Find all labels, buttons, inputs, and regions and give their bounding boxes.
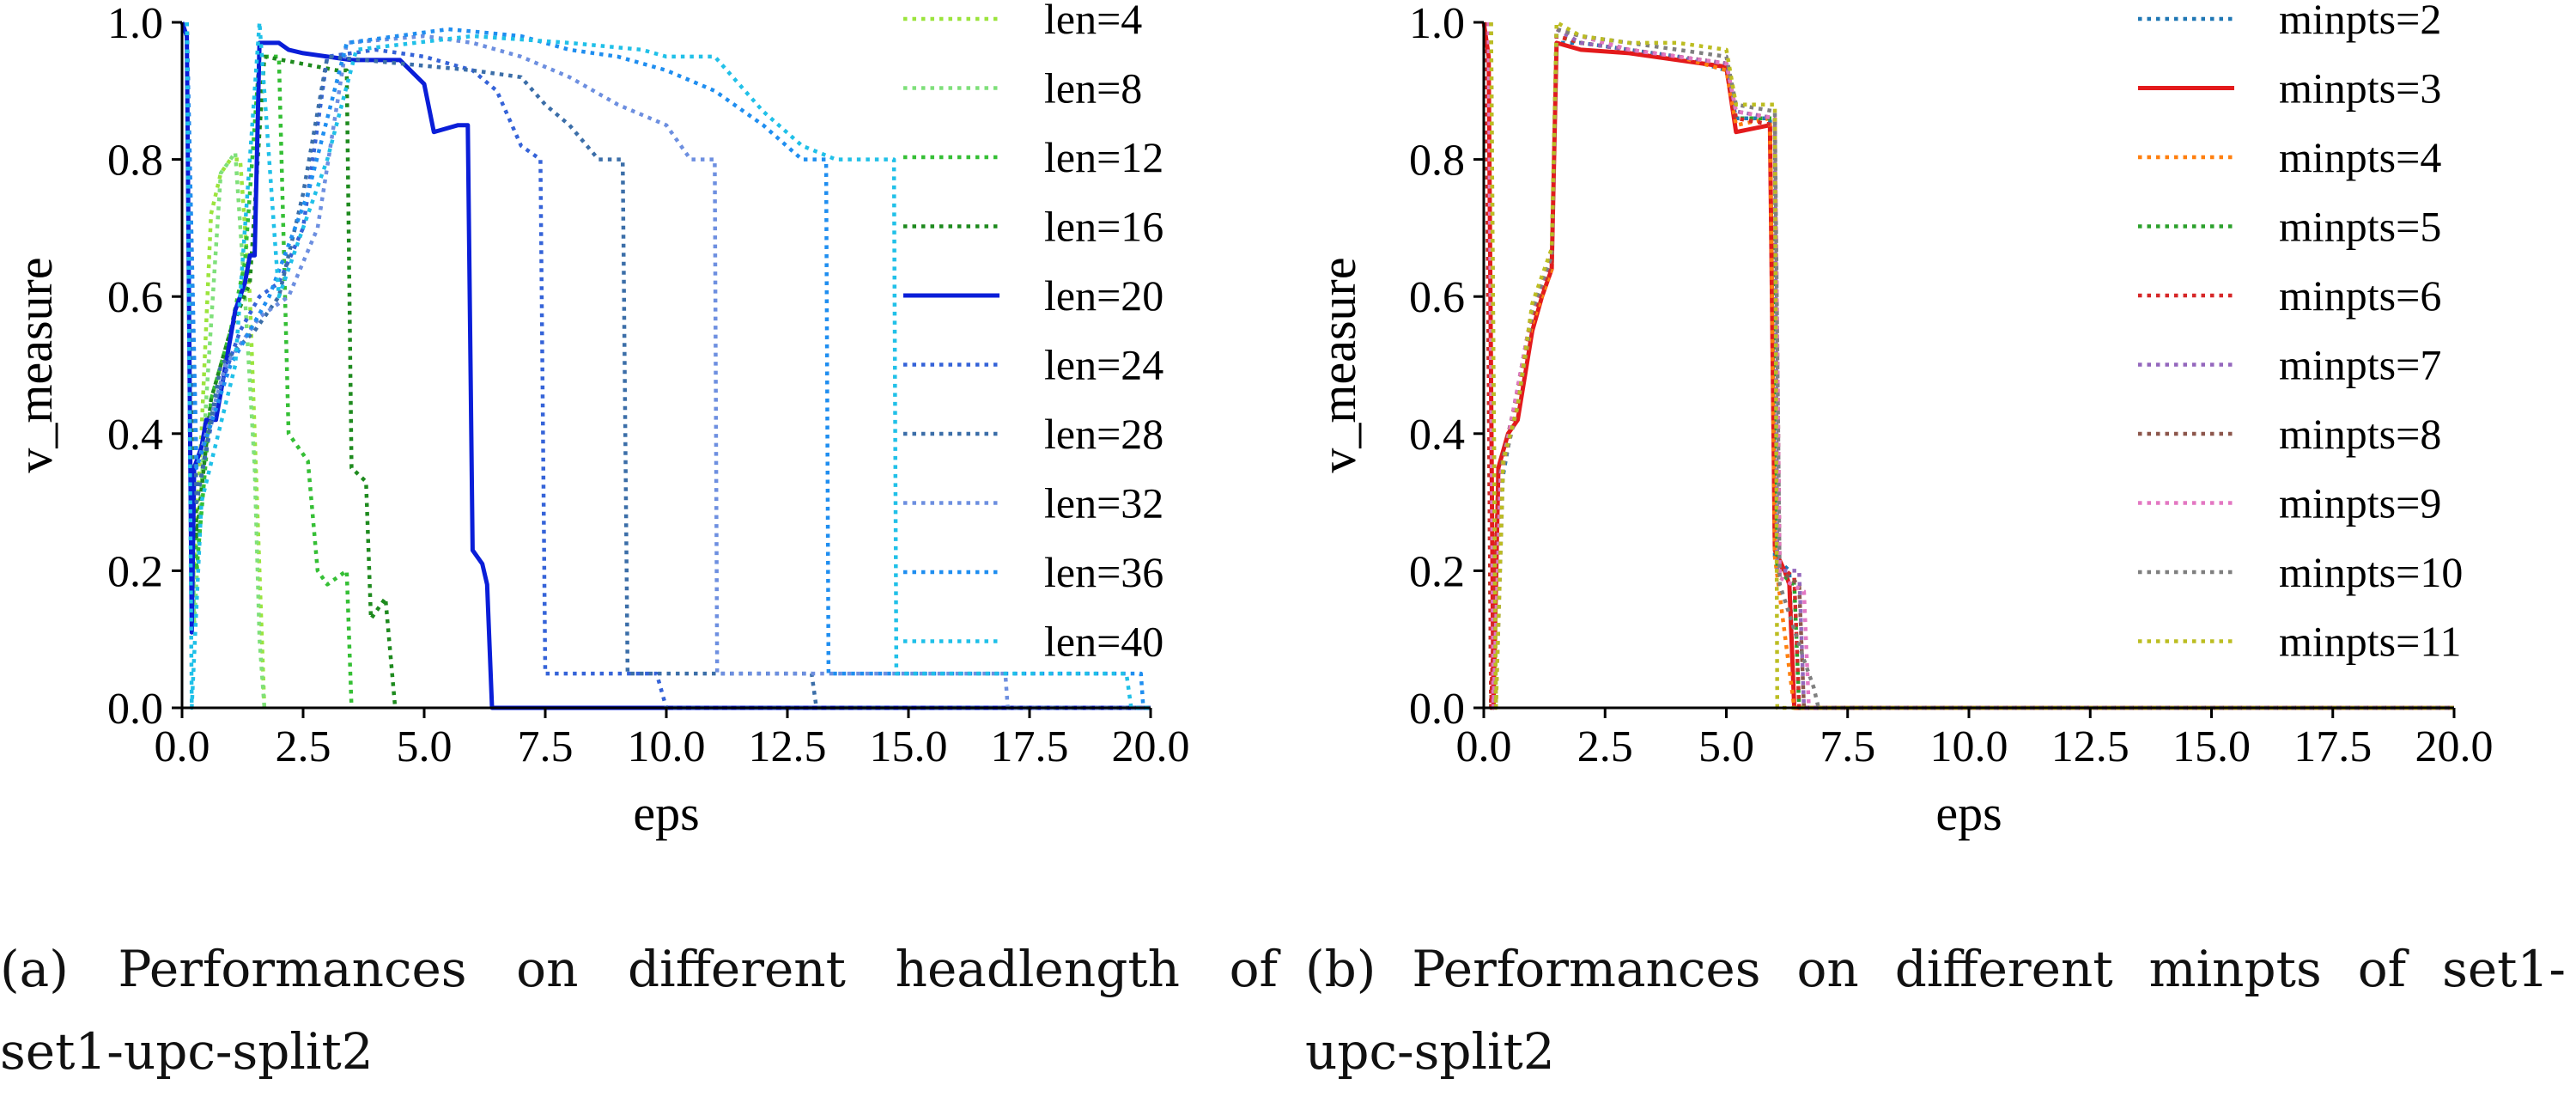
- series-group: [179, 20, 1151, 710]
- x-tick-label: 5.0: [397, 722, 453, 771]
- series-line-len-12: [185, 21, 354, 709]
- chart-a: 0.0 2.5 5.0 7.5 10.0 12.5 15.0 17.5 20.0 0.0 0.2 0.…: [7, 0, 1190, 841]
- y-tick-label: 0.8: [1409, 137, 1465, 186]
- legend: len=4 len=8 len=12 len=16 len=20 len=24 len=28…: [903, 0, 1163, 666]
- x-tick-label: 2.5: [1577, 722, 1633, 771]
- legend-label: len=16: [1044, 203, 1163, 251]
- x-axis-label: eps: [633, 785, 699, 841]
- x-tick-label: 17.5: [2293, 722, 2372, 771]
- legend-label: minpts=4: [2279, 133, 2441, 181]
- x-tick-label: 12.5: [749, 722, 827, 771]
- series-group: [1481, 20, 2454, 710]
- legend-label: minpts=2: [2279, 0, 2441, 43]
- x-tick-label: 15.0: [870, 722, 948, 771]
- x-tick-label: 17.5: [991, 722, 1069, 771]
- chart-b: 0.0 2.5 5.0 7.5 10.0 12.5 15.0 17.5 20.0 0.0 0.2 0.…: [1310, 0, 2494, 841]
- series-line-len-32: [185, 21, 1151, 710]
- series-line-len-40: [185, 20, 1151, 710]
- y-axis-label: v_measure: [1310, 257, 1366, 472]
- x-tick-label: 7.5: [518, 722, 574, 771]
- caption-b-line-1: (b) Performances on different minpts of …: [1305, 940, 2566, 998]
- x-tick-label: 10.0: [628, 722, 706, 771]
- x-tick-label: 0.0: [1456, 722, 1512, 771]
- legend-label: len=4: [1044, 0, 1142, 43]
- series-line-minpts-11: [1489, 20, 2454, 710]
- legend-label: minpts=3: [2279, 64, 2441, 113]
- legend-label: len=36: [1044, 548, 1163, 596]
- y-tick-label: 0.6: [107, 273, 163, 322]
- caption-b-line-2: upc-split2: [1305, 1022, 1555, 1081]
- y-tick-label: 0.6: [1409, 273, 1465, 322]
- x-tick-label: 10.0: [1930, 722, 2008, 771]
- legend-label: minpts=9: [2279, 479, 2441, 527]
- series-line-minpts-9: [1486, 21, 2454, 710]
- y-tick-label: 0.2: [1409, 547, 1465, 596]
- x-tick-label: 2.5: [276, 722, 331, 771]
- x-tick-label: 15.0: [2172, 722, 2251, 771]
- x-tick-label: 20.0: [1112, 722, 1190, 771]
- series-line-len-36: [185, 21, 1151, 710]
- legend-label: len=24: [1044, 341, 1163, 389]
- legend-label: len=12: [1044, 133, 1163, 181]
- legend-label: minpts=11: [2279, 618, 2461, 666]
- y-axis-label: v_measure: [7, 257, 63, 472]
- x-tick-label: 12.5: [2051, 722, 2129, 771]
- legend-label: len=28: [1044, 410, 1163, 458]
- series-line-minpts-7: [1486, 21, 2454, 710]
- x-tick-label: 7.5: [1820, 722, 1875, 771]
- series-line-len-16: [185, 21, 398, 709]
- x-axis-label: eps: [1935, 785, 2002, 841]
- y-tick-label: 0.0: [107, 685, 163, 734]
- legend-label: minpts=6: [2279, 271, 2441, 320]
- series-line-len-20: [179, 21, 1151, 710]
- y-tick-label: 0.0: [1409, 685, 1465, 734]
- y-tick-label: 1.0: [1409, 0, 1465, 48]
- series-line-len-28: [185, 21, 1151, 710]
- x-tick-label: 0.0: [155, 722, 210, 771]
- y-tick-label: 0.2: [107, 547, 163, 596]
- caption-a: (a) Performances on different headlength…: [0, 928, 1279, 1093]
- legend-label: minpts=10: [2279, 548, 2463, 596]
- y-tick-label: 0.8: [107, 137, 163, 186]
- y-tick-label: 0.4: [107, 411, 163, 460]
- legend-label: len=8: [1044, 64, 1142, 113]
- legend-label: minpts=7: [2279, 341, 2441, 389]
- legend-label: minpts=8: [2279, 410, 2441, 458]
- legend-label: len=40: [1044, 618, 1163, 666]
- series-line-len-24: [185, 21, 1151, 710]
- y-tick-label: 0.4: [1409, 411, 1465, 460]
- legend: minpts=2 minpts=3 minpts=4 minpts=5 minpts=6…: [2138, 0, 2463, 666]
- legend-label: len=20: [1044, 271, 1163, 320]
- x-tick-label: 5.0: [1698, 722, 1754, 771]
- y-tick-label: 1.0: [107, 0, 163, 48]
- caption-b: (b) Performances on different minpts of …: [1305, 928, 2567, 1093]
- legend-label: minpts=5: [2279, 203, 2441, 251]
- legend-label: len=32: [1044, 479, 1163, 527]
- caption-a-line-1: (a) Performances on different headlength…: [0, 940, 1278, 998]
- x-tick-label: 20.0: [2415, 722, 2494, 771]
- caption-a-line-2: set1-upc-split2: [0, 1022, 374, 1081]
